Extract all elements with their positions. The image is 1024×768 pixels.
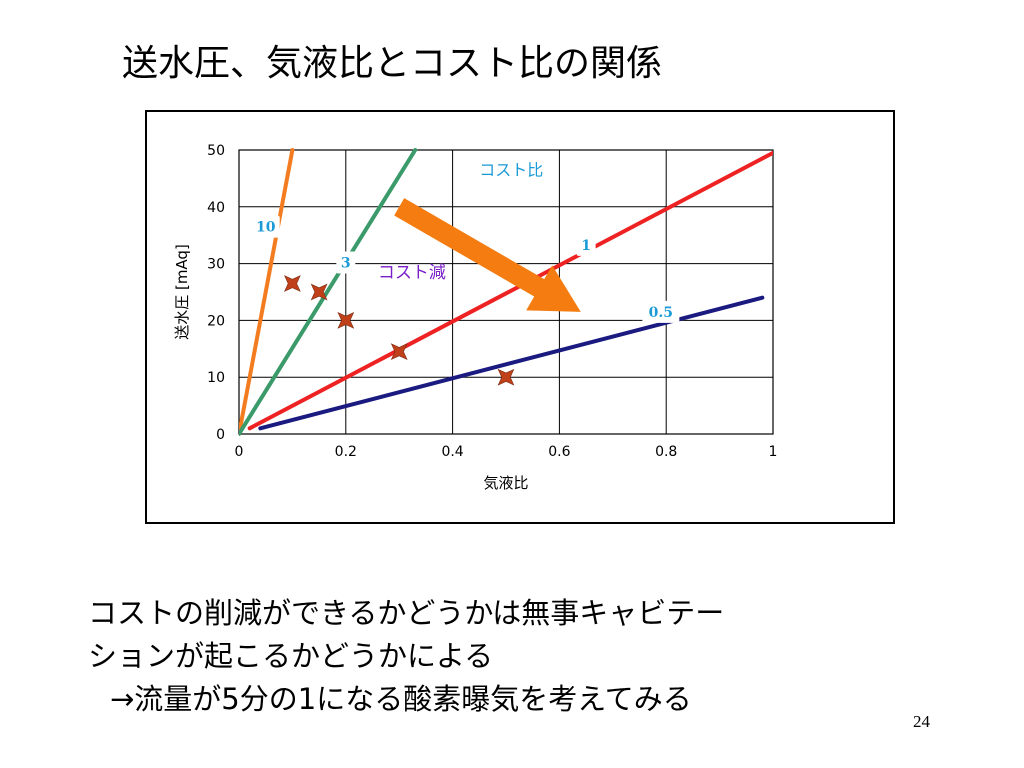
x-tick-label: 1 xyxy=(769,444,778,460)
x-tick-label: 0.6 xyxy=(548,444,570,460)
series-label: 3 xyxy=(341,255,351,271)
y-tick-label: 50 xyxy=(207,143,225,159)
series-label: 10 xyxy=(256,220,276,236)
body-line-1: コストの削減ができるかどうかは無事キャビテー xyxy=(88,596,725,630)
y-axis-label: 送水圧 [mAq] xyxy=(173,244,191,340)
series-label-bg xyxy=(251,215,280,238)
x-tick-label: 0.4 xyxy=(441,444,463,460)
data-marker xyxy=(337,312,355,329)
series-label: 1 xyxy=(581,238,591,254)
plot-border xyxy=(238,149,774,435)
y-tick-label: 40 xyxy=(207,200,225,216)
body-text: コストの削減ができるかどうかは無事キャビテー ションが起こるかどうかによる →流… xyxy=(88,592,724,721)
cost-reduction-arrow xyxy=(394,198,581,312)
body-line-3: →流量が5分の1になる酸素曝気を考えてみる xyxy=(110,682,692,716)
data-marker xyxy=(497,368,515,386)
y-tick-label: 20 xyxy=(207,313,225,329)
series-label: 0.5 xyxy=(649,305,673,321)
y-tick-label: 30 xyxy=(207,257,225,273)
y-tick-label: 10 xyxy=(207,370,225,386)
data-marker xyxy=(390,343,408,361)
data-marker xyxy=(310,283,328,301)
cost-ratio-label: コスト比 xyxy=(479,161,543,180)
data-marker xyxy=(284,275,301,292)
series-line-1 xyxy=(239,148,295,436)
series-label-bg xyxy=(576,233,596,256)
page-number: 24 xyxy=(913,712,930,731)
x-tick-label: 0 xyxy=(235,444,244,460)
x-tick-label: 0.2 xyxy=(335,444,357,460)
y-tick-label: 0 xyxy=(216,427,225,443)
chart-frame: 0 0.2 0.4 0.6 0.8 1 0 10 20 30 40 50 気液比 送水圧 [mAq] 10 3… xyxy=(145,110,895,524)
series-label-bg xyxy=(642,300,680,323)
series-label-bg xyxy=(336,251,356,274)
x-tick-label: 0.8 xyxy=(655,444,677,460)
slide-title: 送水圧、気液比とコスト比の関係 xyxy=(122,43,663,84)
series-line-3 xyxy=(247,150,773,431)
series-line-2 xyxy=(239,148,418,436)
body-line-2: ションが起こるかどうかによる xyxy=(88,639,494,673)
x-axis-label: 気液比 xyxy=(483,474,528,492)
cost-reduction-label: コスト減 xyxy=(378,263,446,283)
series-line-4 xyxy=(258,295,765,431)
